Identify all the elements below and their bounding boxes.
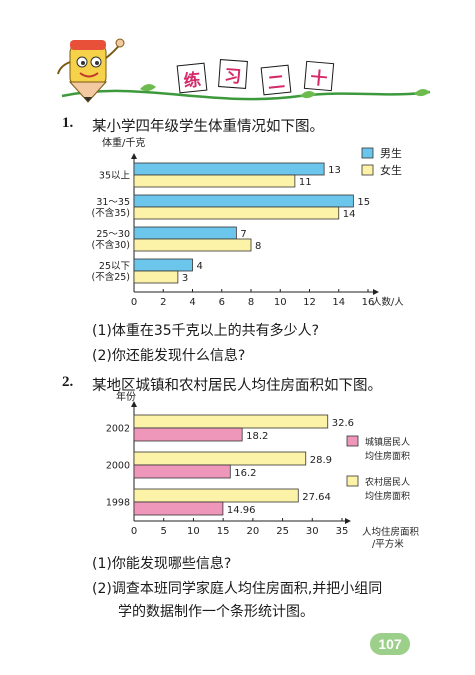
x-tick-label: 8: [248, 297, 254, 308]
category-label: 2000: [106, 461, 130, 472]
title-char-badge: 练: [176, 62, 208, 94]
category-label: (不含25): [91, 271, 130, 283]
x-axis-title: 人均住房面积: [362, 526, 420, 538]
category-label: (不含30): [91, 239, 130, 251]
x-tick-label: 4: [189, 297, 195, 308]
y-axis-arrow: [131, 153, 137, 159]
chart-weight: 体重/千克0 2 4 6 8 10 12 14 16人数/人131135以上151431～35(…: [91, 136, 404, 308]
bar: [133, 427, 243, 442]
x-tick-label: 14: [332, 297, 345, 308]
bar-value-label: 14: [343, 209, 356, 220]
category-label: 25～30: [96, 229, 130, 240]
y-axis-title: 年份: [116, 390, 136, 403]
vine-decoration: [61, 89, 431, 101]
category-label: 25以下: [99, 261, 130, 272]
x-tick-label: 25: [276, 526, 289, 537]
subquestion: (2)你还能发现什么信息?: [92, 348, 246, 364]
bar: [133, 501, 224, 516]
bar-value-label: 27.64: [302, 492, 331, 503]
pencil-mascot-icon: [57, 38, 125, 103]
category-label: (不含35): [91, 207, 130, 219]
legend-label: 均住房面积: [365, 450, 410, 462]
bar-value-label: 3: [182, 273, 188, 284]
x-tick-label: 10: [274, 297, 287, 308]
bar-value-label: 7: [240, 229, 246, 240]
x-axis-title: 人数/人: [372, 296, 404, 308]
x-tick-label: 16: [362, 297, 375, 308]
bar: [133, 238, 252, 252]
category-label: 2002: [106, 424, 130, 435]
chart-housing: 年份 0 5 10 15 20 25 30 35 人均住房面积/平方米 32.6 18.2 2002 28…: [106, 390, 420, 550]
x-tick-label: 10: [187, 526, 200, 537]
bar-value-label: 28.9: [310, 455, 332, 466]
y-axis-title: 体重/千克: [102, 136, 145, 149]
header-decoration: [57, 38, 431, 103]
legend-swatch: [361, 164, 374, 176]
y-axis-arrow: [131, 401, 137, 407]
question-number: 2.: [62, 374, 74, 390]
bar-value-label: 16.2: [234, 468, 256, 479]
bar: [133, 162, 325, 176]
bar: [133, 206, 340, 220]
bar: [133, 226, 237, 240]
question-text: 某小学四年级学生体重情况如下图。: [92, 119, 324, 135]
bar-value-label: 14.96: [227, 505, 256, 516]
legend-swatch: [361, 147, 374, 159]
question-text: 某地区城镇和农村居民人均住房面积如下图。: [92, 378, 382, 394]
bar-value-label: 13: [328, 165, 341, 176]
subquestion: (2)调查本班同学家庭人均住房面积,并把小组同: [92, 581, 383, 597]
page-number: 107: [378, 636, 402, 652]
x-tick-label: 6: [219, 297, 225, 308]
title-char-badge: 习: [218, 59, 248, 89]
x-tick-label: 0: [131, 297, 137, 308]
bar: [133, 451, 307, 466]
bar-value-label: 4: [197, 261, 203, 272]
x-axis-title: /平方米: [372, 538, 404, 550]
subquestion: (1)体重在35千克以上的共有多少人?: [92, 323, 320, 339]
page-number-badge: 107: [370, 633, 410, 655]
bar: [133, 270, 179, 284]
category-label: 31～35: [96, 197, 130, 208]
bar: [133, 414, 329, 429]
legend-label: 男生: [380, 146, 402, 160]
x-tick-label: 5: [161, 526, 167, 537]
category-label: 35以上: [99, 171, 131, 182]
category-label: 1998: [106, 498, 130, 509]
legend-label: 均住房面积: [365, 490, 410, 502]
subquestion: (1)你能发现哪些信息?: [92, 556, 232, 572]
bar-value-label: 11: [299, 177, 312, 188]
x-axis-arrow: [373, 289, 379, 295]
bar: [133, 258, 193, 272]
legend-swatch: [346, 435, 359, 447]
title-char-badge: 十: [303, 60, 335, 92]
bar-value-label: 8: [255, 241, 261, 252]
title-char: 二: [266, 71, 286, 94]
legend-label: 农村居民人: [365, 476, 410, 488]
bar: [133, 488, 299, 503]
x-tick-label: 30: [306, 526, 319, 537]
legend-label: 女生: [380, 163, 402, 177]
x-tick-label: 2: [160, 297, 166, 308]
question-number: 1.: [62, 115, 74, 131]
bar-value-label: 15: [357, 197, 370, 208]
bar: [133, 464, 231, 479]
x-tick-label: 12: [303, 297, 316, 308]
x-axis-arrow: [345, 518, 351, 524]
title-char-badge: 二: [260, 64, 292, 96]
bar: [133, 174, 296, 188]
bar: [133, 194, 354, 208]
x-tick-label: 0: [131, 526, 137, 537]
bar-value-label: 32.6: [332, 418, 354, 429]
subquestion-continued: 学的数据制作一个条形统计图。: [118, 604, 314, 620]
title-char: 练: [182, 69, 202, 92]
bar-value-label: 18.2: [246, 431, 268, 442]
title-char: 十: [309, 67, 329, 90]
x-tick-label: 15: [217, 526, 230, 537]
legend-swatch: [346, 475, 359, 487]
legend-label: 城镇居民人: [365, 436, 410, 448]
x-tick-label: 20: [246, 526, 259, 537]
x-tick-label: 35: [336, 526, 349, 537]
title-char: 习: [223, 65, 243, 88]
